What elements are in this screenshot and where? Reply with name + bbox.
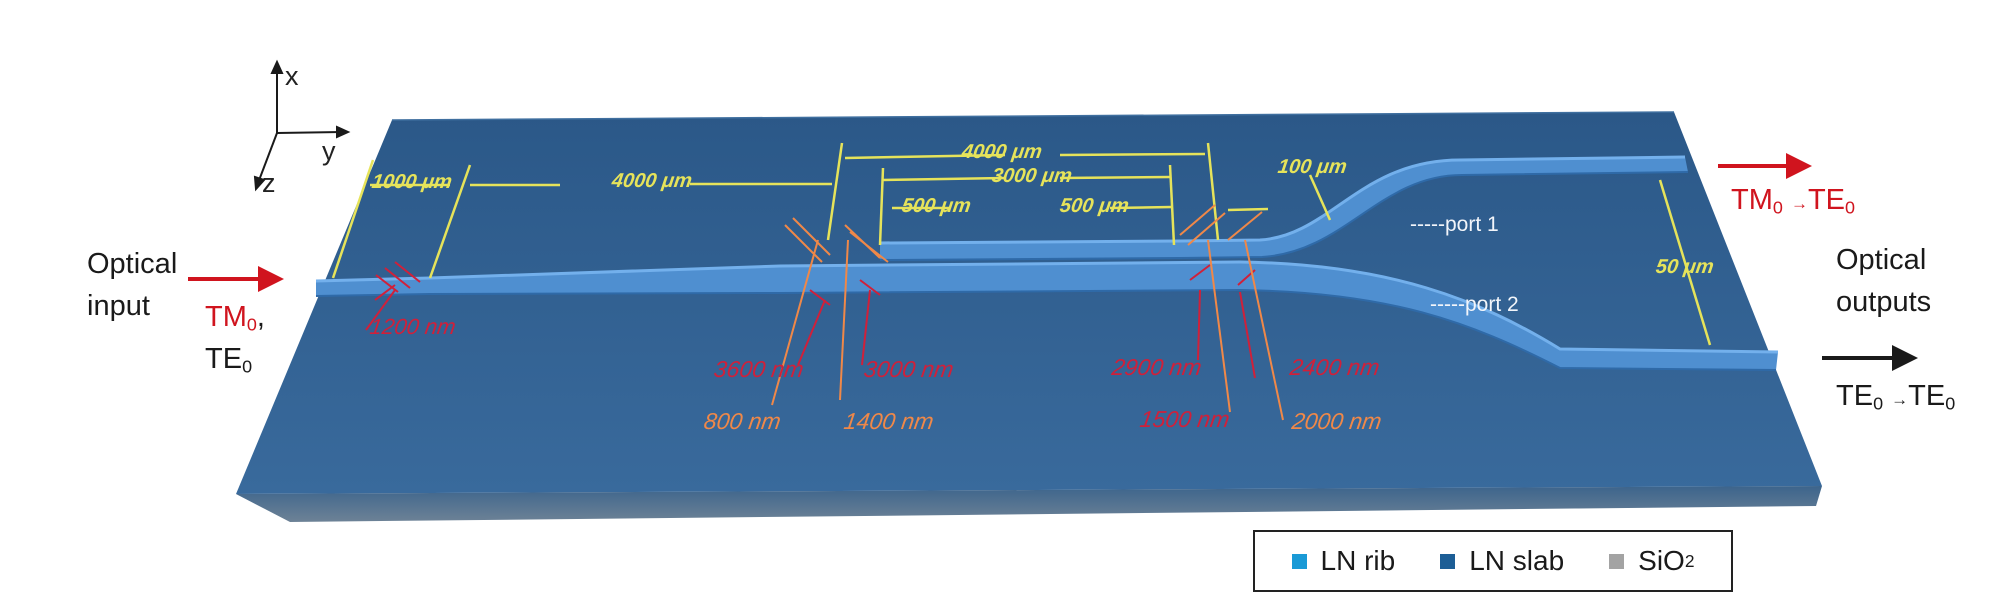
coordinate-axes bbox=[253, 59, 351, 192]
axis-label-x: x bbox=[285, 61, 299, 91]
output-label-line2: outputs bbox=[1836, 286, 1932, 318]
chip-slab-side bbox=[236, 486, 1822, 522]
dim-coupler-right-taper: 500 μm bbox=[1058, 195, 1131, 217]
legend-swatch-sio2 bbox=[1609, 553, 1625, 569]
legend-swatch-ln-rib bbox=[1291, 553, 1307, 569]
width-3600: 3600 nm bbox=[712, 356, 806, 382]
input-label-line2: input bbox=[87, 290, 150, 322]
axis-label-z: z bbox=[262, 168, 276, 198]
width-2900: 2900 nm bbox=[1110, 354, 1204, 380]
legend-item-ln-slab: LN slab bbox=[1440, 545, 1564, 577]
dim-coupler-left-taper: 500 μm bbox=[900, 195, 973, 217]
rib-lower-top bbox=[316, 262, 1778, 370]
width-2000: 2000 nm bbox=[1290, 408, 1384, 434]
width-markers bbox=[365, 204, 1284, 421]
input-mode-tm0: TM0, bbox=[205, 301, 265, 335]
dim-coupler-total: 4000 μm bbox=[960, 141, 1044, 163]
waveguide-ribs bbox=[315, 155, 1779, 371]
width-1400: 1400 nm bbox=[842, 408, 936, 434]
width-2400: 2400 nm bbox=[1288, 354, 1382, 380]
port2-label: -----port 2 bbox=[1430, 293, 1519, 316]
material-legend: LN rib LN slab SiO 2 bbox=[1253, 530, 1733, 592]
dim-taper-length: 1000 μm bbox=[370, 171, 454, 193]
dim-taper-to-coupler: 4000 μm bbox=[610, 170, 694, 192]
output-arrow-black bbox=[1822, 345, 1918, 371]
width-3000: 3000 nm bbox=[862, 356, 956, 382]
output-mode-port2: TE0 →TE0 bbox=[1836, 380, 1956, 414]
width-800: 800 nm bbox=[702, 408, 783, 434]
output-label-line1: Optical bbox=[1836, 244, 1927, 276]
input-label-line1: Optical bbox=[87, 248, 178, 280]
chip-slab-top bbox=[236, 112, 1822, 494]
rib-upper-top bbox=[880, 157, 1688, 260]
output-mode-port1: TM0 →TE0 bbox=[1731, 184, 1855, 218]
port1-label: -----port 1 bbox=[1410, 213, 1499, 236]
dim-coupler-middle: 3000 μm bbox=[990, 165, 1074, 187]
output-arrow-red bbox=[1718, 153, 1812, 179]
input-arrow bbox=[188, 266, 284, 292]
dimension-lines bbox=[331, 142, 1712, 346]
width-1500: 1500 nm bbox=[1138, 406, 1232, 432]
legend-item-sio2: SiO 2 bbox=[1609, 545, 1694, 577]
dim-output-separation: 50 μm bbox=[1654, 256, 1716, 278]
legend-item-ln-rib: LN rib bbox=[1291, 545, 1395, 577]
input-mode-te0: TE0 bbox=[205, 343, 253, 377]
width-input-tip: 1200 nm bbox=[368, 314, 458, 339]
dim-bend-gap: 100 μm bbox=[1276, 156, 1349, 178]
axis-label-y: y bbox=[322, 136, 336, 166]
legend-swatch-ln-slab bbox=[1440, 553, 1456, 569]
